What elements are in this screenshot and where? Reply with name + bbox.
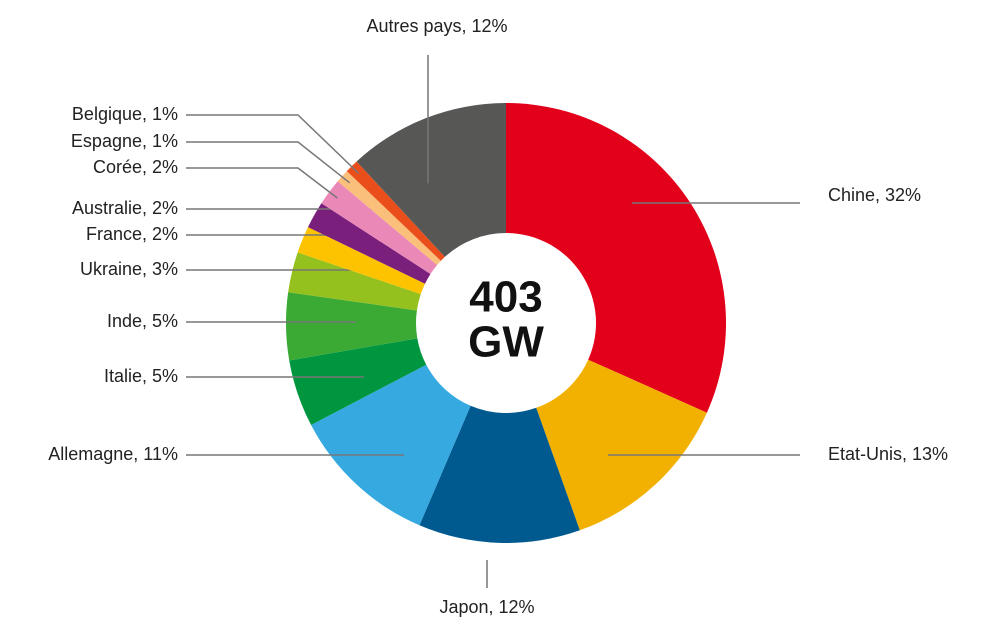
slice bbox=[506, 103, 726, 413]
slice bbox=[307, 203, 431, 284]
leader-line bbox=[186, 141, 351, 184]
slice-label: Ukraine, 3% bbox=[80, 259, 178, 279]
slice-label: Corée, 2% bbox=[93, 157, 178, 177]
slice bbox=[337, 171, 441, 266]
slice bbox=[346, 161, 445, 261]
slice-label: Allemagne, 11% bbox=[48, 444, 178, 464]
leader-line bbox=[186, 114, 360, 174]
slice-label: Japon, 12% bbox=[439, 597, 534, 617]
slice-label: Autres pays, 12% bbox=[366, 16, 507, 36]
slice bbox=[297, 227, 425, 295]
slice-label: Inde, 5% bbox=[107, 311, 178, 331]
slice-label: Australie, 2% bbox=[72, 198, 178, 218]
slice-label: Chine, 32% bbox=[828, 185, 921, 205]
slice bbox=[321, 181, 438, 275]
slice bbox=[285, 292, 418, 361]
slice bbox=[311, 364, 471, 526]
leader-line bbox=[186, 167, 338, 199]
slice bbox=[289, 338, 427, 426]
slice-label: Espagne, 1% bbox=[71, 131, 178, 151]
slice-label: France, 2% bbox=[86, 224, 178, 244]
slice bbox=[419, 405, 580, 543]
center-text: GW bbox=[468, 318, 544, 367]
slice bbox=[536, 359, 707, 531]
slice-label: Italie, 5% bbox=[104, 366, 178, 386]
slice bbox=[356, 103, 506, 257]
slice-label: Etat-Unis, 13% bbox=[828, 444, 948, 464]
center-text: 403 bbox=[469, 273, 542, 322]
slice bbox=[288, 252, 421, 311]
slice-label: Belgique, 1% bbox=[72, 104, 178, 124]
